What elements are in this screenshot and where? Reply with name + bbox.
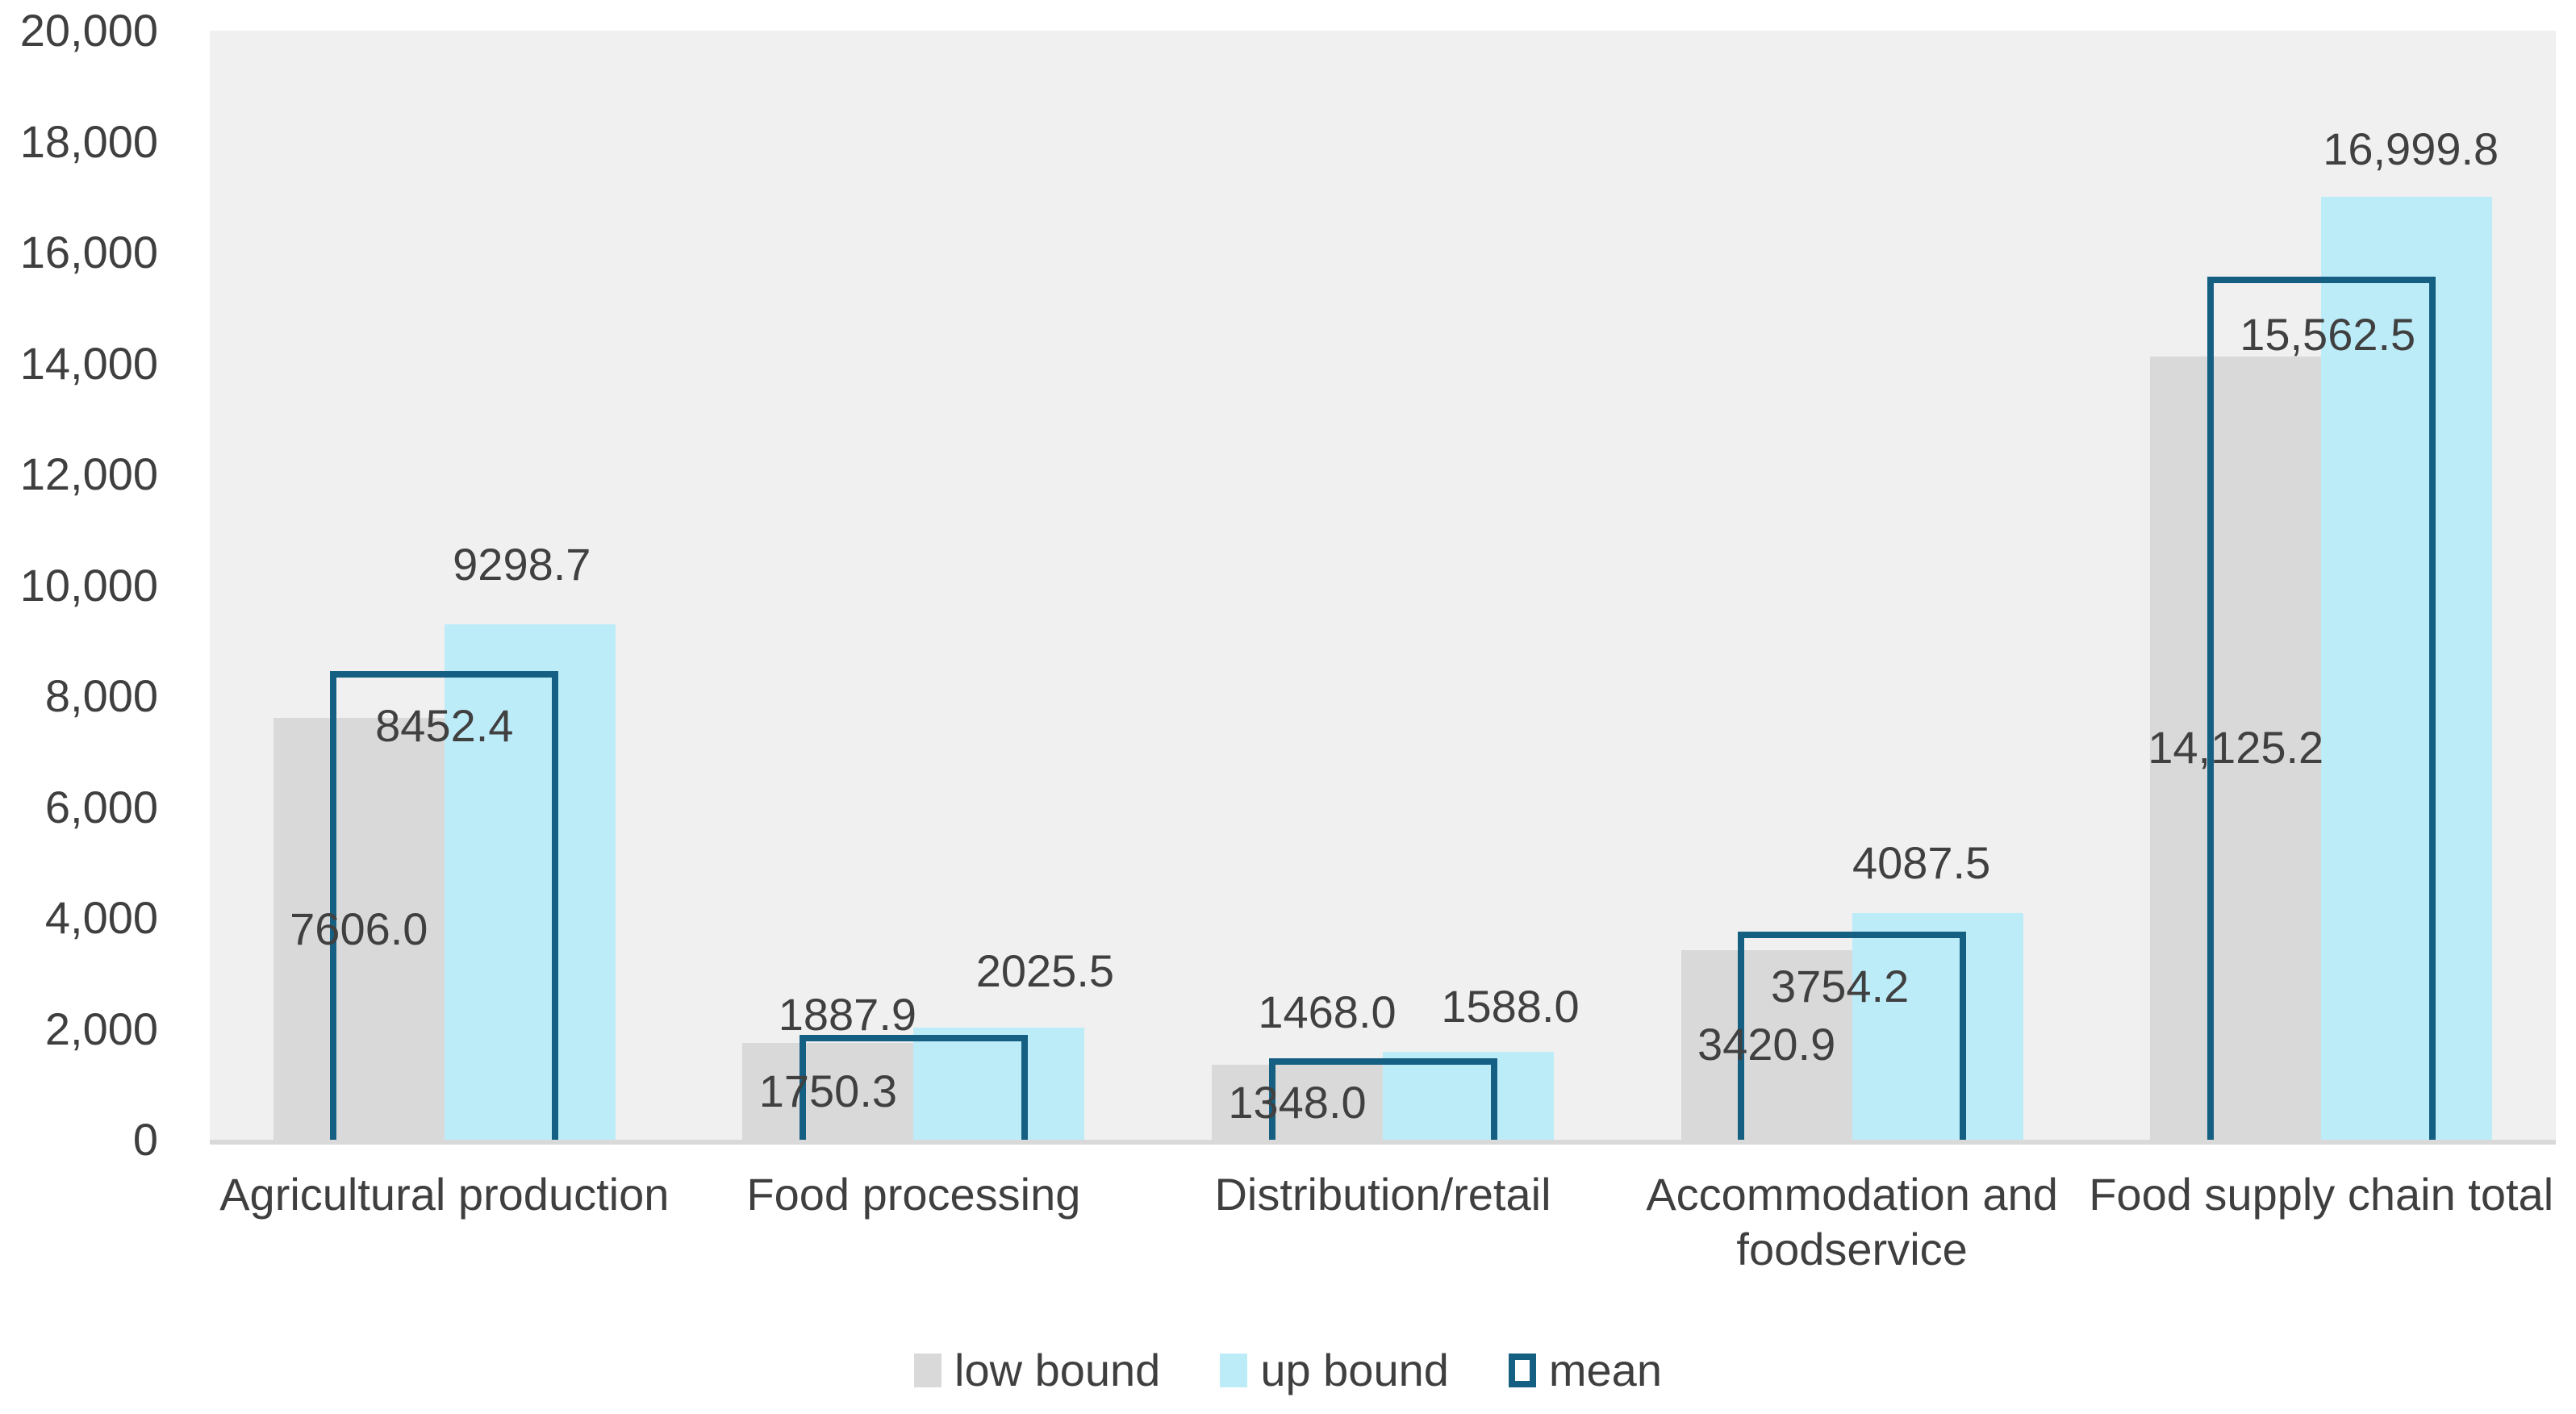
legend-label-mean: mean bbox=[1548, 1345, 1662, 1395]
data-label-up-bound: 4087.5 bbox=[1852, 836, 1991, 888]
legend-label-up-bound: up bound bbox=[1260, 1345, 1449, 1395]
bar-up-bound bbox=[913, 1027, 1085, 1140]
category-label: Distribution/retail bbox=[1214, 1169, 1551, 1220]
legend-swatch-low-bound bbox=[914, 1354, 941, 1387]
data-label-up-bound: 16,999.8 bbox=[2323, 123, 2499, 175]
mean-outline-box bbox=[1268, 1058, 1497, 1140]
data-label-mean: 1887.9 bbox=[778, 989, 917, 1041]
legend-swatch-mean bbox=[1508, 1354, 1536, 1387]
data-label-up-bound: 9298.7 bbox=[453, 538, 591, 590]
data-label-low-bound: 1348.0 bbox=[1228, 1076, 1367, 1128]
mean-outline-box bbox=[1738, 931, 1967, 1140]
bar-low-bound bbox=[1212, 1065, 1383, 1140]
y-axis-tick-label: 6,000 bbox=[44, 781, 158, 832]
legend-item-up-bound: up bound bbox=[1220, 1345, 1449, 1395]
data-label-low-bound: 7606.0 bbox=[290, 903, 428, 954]
legend-swatch-up-bound bbox=[1220, 1354, 1248, 1387]
data-label-mean: 8452.4 bbox=[375, 699, 514, 751]
bar-low-bound bbox=[2150, 356, 2322, 1140]
bar-up-bound bbox=[2321, 197, 2493, 1140]
bar-low-bound bbox=[1680, 949, 1852, 1140]
data-label-low-bound: 1750.3 bbox=[758, 1065, 898, 1116]
x-axis-baseline bbox=[210, 1140, 2556, 1145]
data-label-up-bound: 1588.0 bbox=[1441, 980, 1580, 1032]
y-axis-tick-label: 10,000 bbox=[19, 559, 158, 611]
mean-outline-box bbox=[799, 1035, 1028, 1140]
legend-label-low-bound: low bound bbox=[954, 1345, 1161, 1395]
mean-outline-box bbox=[2207, 277, 2436, 1140]
category-label: Food processing bbox=[746, 1169, 1081, 1220]
bar-up-bound bbox=[1852, 912, 2023, 1140]
y-axis-tick-label: 4,000 bbox=[44, 892, 158, 943]
legend-item-mean: mean bbox=[1508, 1345, 1662, 1395]
y-axis-tick-label: 20,000 bbox=[19, 5, 158, 56]
bar-low-bound bbox=[742, 1042, 914, 1140]
y-axis-tick-label: 16,000 bbox=[19, 227, 158, 277]
category-label: Food supply chain total bbox=[2089, 1169, 2554, 1220]
data-label-up-bound: 2025.5 bbox=[975, 945, 1115, 996]
y-axis-tick-label: 2,000 bbox=[44, 1003, 158, 1054]
data-label-low-bound: 14,125.2 bbox=[2148, 722, 2324, 774]
y-axis-tick-label: 18,000 bbox=[19, 115, 158, 167]
data-label-mean: 1468.0 bbox=[1258, 986, 1397, 1038]
mean-outline-box bbox=[330, 670, 559, 1140]
category-label: Agricultural production bbox=[219, 1169, 670, 1220]
bar-up-bound bbox=[1383, 1051, 1554, 1140]
bar-up-bound bbox=[444, 624, 616, 1140]
y-axis-tick-label: 0 bbox=[132, 1114, 158, 1165]
legend-item-low-bound: low bound bbox=[914, 1345, 1160, 1395]
y-axis-tick-label: 12,000 bbox=[19, 448, 158, 499]
y-axis-tick-label: 14,000 bbox=[19, 337, 158, 389]
bar-low-bound bbox=[273, 718, 445, 1140]
legend: low bound up bound mean bbox=[0, 1345, 2576, 1395]
y-axis-tick-label: 8,000 bbox=[44, 670, 158, 721]
category-label: Accommodation and foodservice bbox=[1646, 1169, 2058, 1274]
data-label-mean: 15,562.5 bbox=[2240, 309, 2416, 361]
data-label-low-bound: 3420.9 bbox=[1697, 1019, 1836, 1070]
data-label-mean: 3754.2 bbox=[1770, 960, 1910, 1011]
